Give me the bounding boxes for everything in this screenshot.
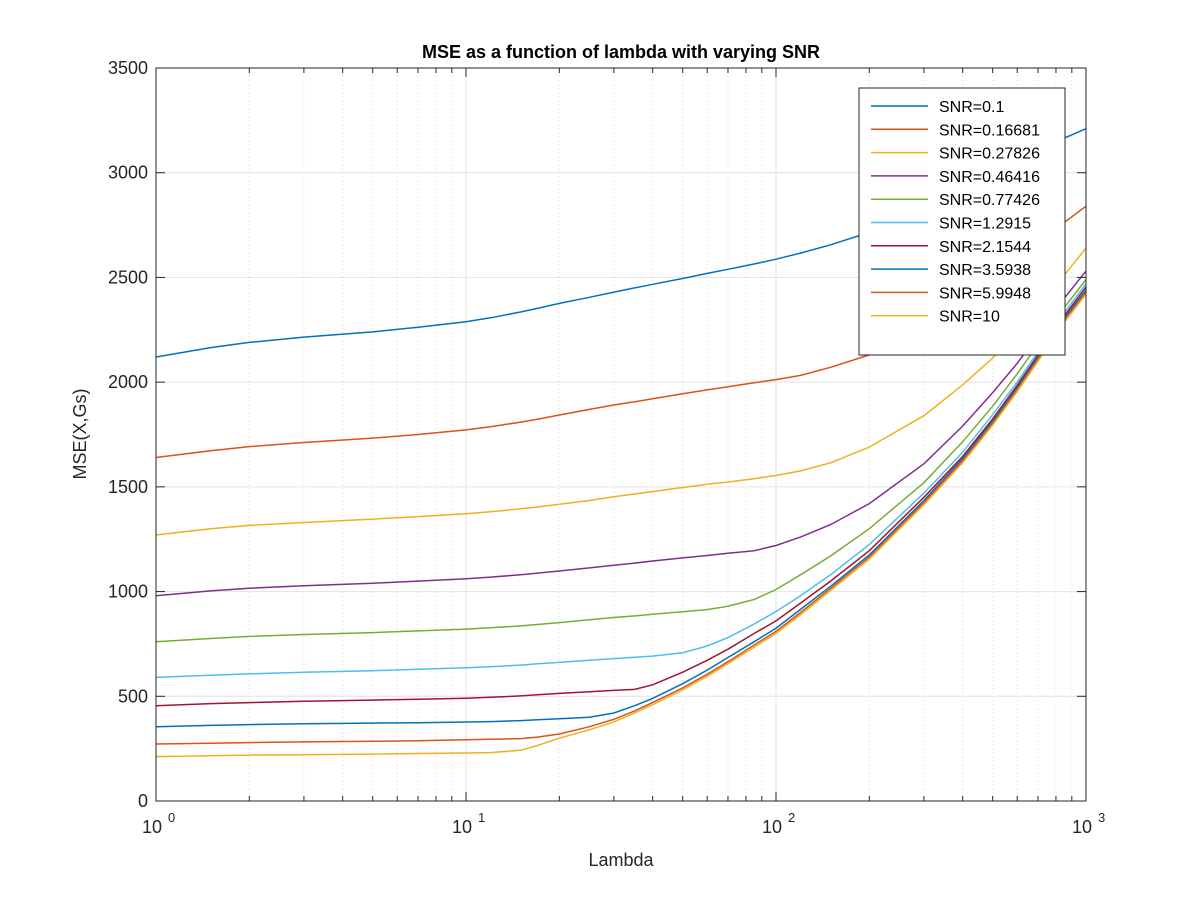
series-line-3 [156,247,1086,536]
series-line-9 [156,291,1086,745]
y-tick-label: 1000 [108,582,148,602]
legend-label: SNR=0.46416 [939,169,1040,186]
legend-label: SNR=10 [939,309,1000,326]
legend-label: SNR=0.27826 [939,146,1040,163]
legend-box [858,87,1066,356]
legend-label: SNR=5.9948 [939,285,1031,302]
y-tick-label: 3500 [108,58,148,78]
legend-entries: SNR=0.1 SNR=0.16681 SNR=0.27826 SNR=0.46416… [871,99,1040,326]
x-tick-label: 10 [1072,817,1092,837]
legend-label: SNR=0.1 [939,99,1004,116]
y-tick-label: 1500 [108,477,148,497]
y-tick-label: 2500 [108,267,148,287]
axis-ticks: 10 0 10 1 10 2 10 3 0 500 1000 1500 2000 2500 3000 3500 [108,58,1105,837]
y-axis-label: MSE(X,Gs) [70,388,90,479]
y-tick-label: 500 [118,686,148,706]
x-tick-exponent: 2 [788,810,795,825]
y-tick-label: 3000 [108,163,148,183]
legend-label: SNR=0.77426 [939,192,1040,209]
x-tick-exponent: 0 [168,810,175,825]
x-tick-label: 10 [142,817,162,837]
x-tick-label: 10 [452,817,472,837]
series-line-10 [156,293,1086,758]
legend-label: SNR=2.1544 [939,239,1031,256]
series-line-7 [156,286,1086,707]
x-tick-label: 10 [762,817,782,837]
plot-area-border [155,67,1087,802]
legend: SNR=0.1 SNR=0.16681 SNR=0.27826 SNR=0.46416… [858,87,1066,356]
series-line-4 [156,270,1086,597]
x-tick-exponent: 1 [478,810,485,825]
legend-label: SNR=1.2915 [939,216,1031,233]
y-tick-label: 0 [138,791,148,811]
x-tick-exponent: 3 [1098,810,1105,825]
series-line-8 [156,289,1086,728]
legend-label: SNR=3.5938 [939,262,1031,279]
y-tick-label: 2000 [108,372,148,392]
chart-title: MSE as a function of lambda with varying… [422,42,820,62]
x-axis-label: Lambda [588,850,654,870]
legend-label: SNR=0.16681 [939,122,1040,139]
series-line-6 [156,283,1086,679]
series-line-5 [156,279,1086,643]
